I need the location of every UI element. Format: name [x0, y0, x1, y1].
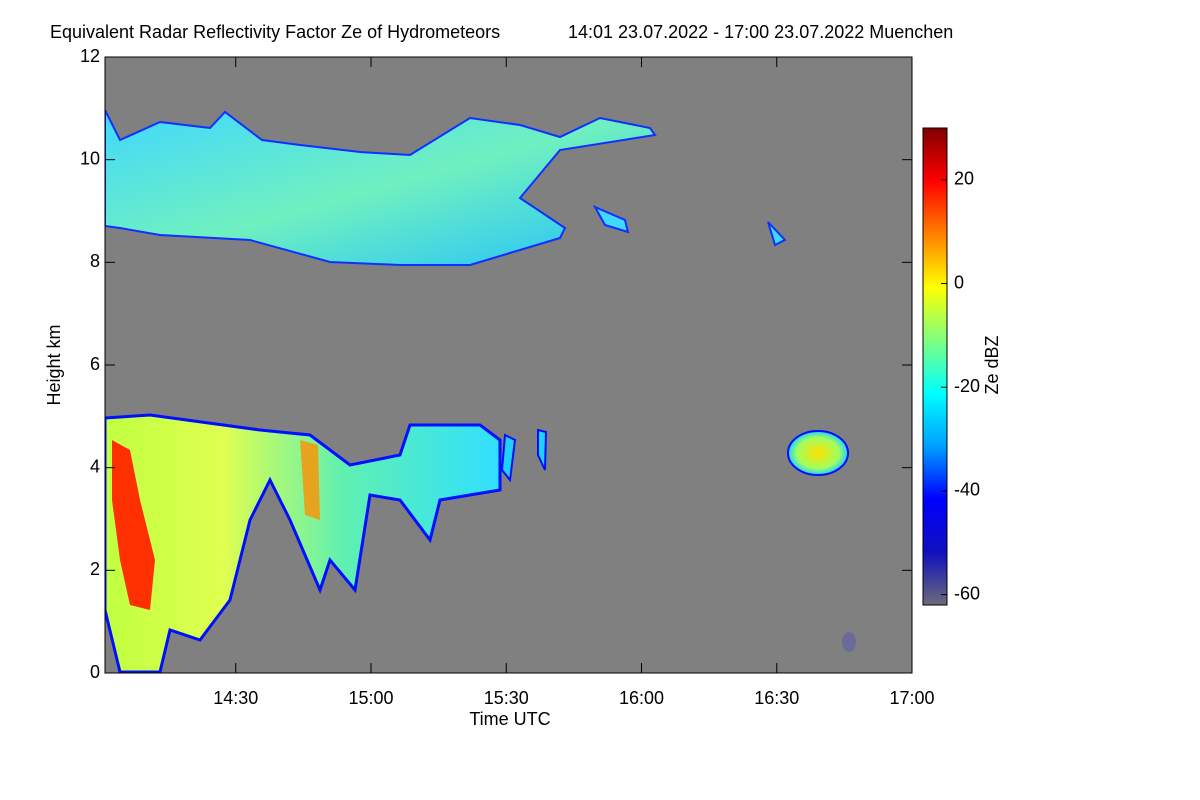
x-axis-label: Time UTC [469, 709, 550, 729]
colorbar-tick-label: 0 [954, 272, 964, 292]
y-tick-label: 0 [90, 662, 100, 682]
echo [300, 440, 320, 520]
y-tick-label: 8 [90, 251, 100, 271]
chart-title: Equivalent Radar Reflectivity Factor Ze … [50, 22, 500, 42]
x-tick-label: 14:30 [213, 688, 258, 708]
echo [842, 632, 856, 652]
x-tick-label: 16:00 [619, 688, 664, 708]
y-tick-label: 4 [90, 456, 100, 476]
echo [592, 204, 630, 234]
echo [105, 109, 657, 266]
x-tick-label: 15:30 [484, 688, 529, 708]
y-tick-label: 10 [80, 148, 100, 168]
y-tick-label: 12 [80, 46, 100, 66]
echo [767, 221, 787, 247]
y-axis-label: Height km [44, 324, 64, 405]
colorbar-tick-label: -40 [954, 480, 980, 500]
y-tick-label: 2 [90, 559, 100, 579]
colorbar-tick-label: -60 [954, 583, 980, 603]
colorbar [922, 127, 948, 606]
x-tick-label: 15:00 [348, 688, 393, 708]
chart-subtitle: 14:01 23.07.2022 - 17:00 23.07.2022 Muen… [568, 22, 953, 42]
x-tick-label: 16:30 [754, 688, 799, 708]
echo [112, 440, 155, 610]
echo [787, 430, 849, 476]
echo [105, 413, 502, 673]
echo-field [105, 109, 856, 673]
colorbar-label: Ze dBZ [982, 335, 1002, 394]
colorbar-tick-label: 20 [954, 169, 974, 189]
echo [500, 433, 517, 483]
y-tick-label: 6 [90, 354, 100, 374]
echo [537, 428, 548, 471]
colorbar-tick-label: -20 [954, 376, 980, 396]
x-tick-label: 17:00 [889, 688, 934, 708]
